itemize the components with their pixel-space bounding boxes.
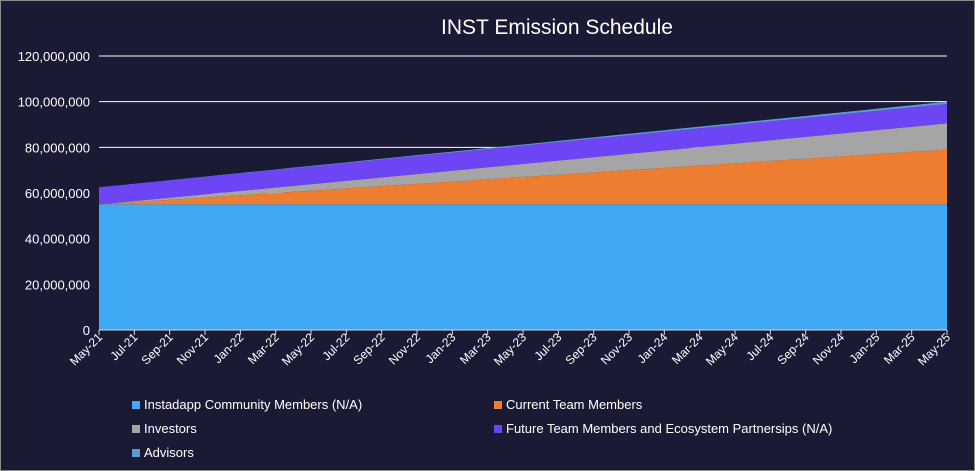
legend-swatch xyxy=(494,424,502,433)
legend-label: Current Team Members xyxy=(506,397,643,412)
legend-swatch xyxy=(494,400,502,409)
y-tick-label: 80,000,000 xyxy=(25,140,90,155)
x-tick-label: Jul-21 xyxy=(107,330,140,363)
x-tick-label: Mar-22 xyxy=(245,330,282,367)
y-tick-label: 120,000,000 xyxy=(18,49,90,64)
legend-item-investors: Investors xyxy=(132,421,197,436)
legend-label: Future Team Members and Ecosystem Partne… xyxy=(506,421,833,436)
legend-item-advisors: Advisors xyxy=(132,445,194,460)
legend-item-current-team: Current Team Members xyxy=(494,397,642,412)
x-tick-label: Jul-24 xyxy=(743,330,776,363)
series-areas xyxy=(99,101,947,330)
x-tick-label: Sep-24 xyxy=(775,330,812,367)
x-tick-label: Nov-24 xyxy=(810,330,847,367)
legend-item-future-team: Future Team Members and Ecosystem Partne… xyxy=(494,421,832,436)
y-tick-label: 40,000,000 xyxy=(25,232,90,247)
x-tick-label: Jan-23 xyxy=(423,330,459,366)
legend-label: Advisors xyxy=(144,445,194,460)
y-tick-label: 0 xyxy=(83,323,90,338)
x-tick-label: Sep-21 xyxy=(139,330,176,367)
legend-item-community: Instadapp Community Members (N/A) xyxy=(132,397,362,412)
x-tick-label: May-23 xyxy=(491,330,529,368)
y-tick-label: 100,000,000 xyxy=(18,95,90,110)
legend-swatch xyxy=(132,400,140,409)
area-series-3 xyxy=(99,103,947,205)
y-tick-labels: 0 20,000,000 40,000,000 60,000,000 80,000,00… xyxy=(18,49,90,338)
x-tick-label: May-25 xyxy=(915,330,953,368)
y-tick-label: 60,000,000 xyxy=(25,186,90,201)
legend-label: Instadapp Community Members (N/A) xyxy=(144,397,363,412)
x-tick-label: May-24 xyxy=(703,330,741,368)
area-series-0 xyxy=(99,204,947,330)
x-tick-label: Sep-22 xyxy=(351,330,388,367)
x-tick-label: Sep-23 xyxy=(563,330,600,367)
x-tick-label: Jan-22 xyxy=(211,330,247,366)
area-series-4 xyxy=(99,101,947,188)
legend-swatch xyxy=(132,448,140,457)
x-tick-label: Mar-25 xyxy=(881,330,918,367)
x-tick-label: Nov-22 xyxy=(386,330,423,367)
chart-title: INST Emission Schedule xyxy=(441,16,673,39)
legend-label: Investors xyxy=(144,421,197,436)
x-tick-label: Mar-24 xyxy=(669,330,706,367)
x-tick-label: Jan-25 xyxy=(847,330,883,366)
axes xyxy=(98,329,948,335)
x-tick-label: Jan-24 xyxy=(635,330,671,366)
x-tick-label: Jul-22 xyxy=(319,330,352,363)
x-tick-label: Nov-21 xyxy=(174,330,211,367)
legend-swatch xyxy=(132,424,140,433)
x-tick-label: Jul-23 xyxy=(531,330,564,363)
x-tick-label: May-22 xyxy=(279,330,317,368)
x-tick-label: Nov-23 xyxy=(598,330,635,367)
y-tick-label: 20,000,000 xyxy=(25,277,90,292)
x-tick-label: Mar-23 xyxy=(457,330,494,367)
